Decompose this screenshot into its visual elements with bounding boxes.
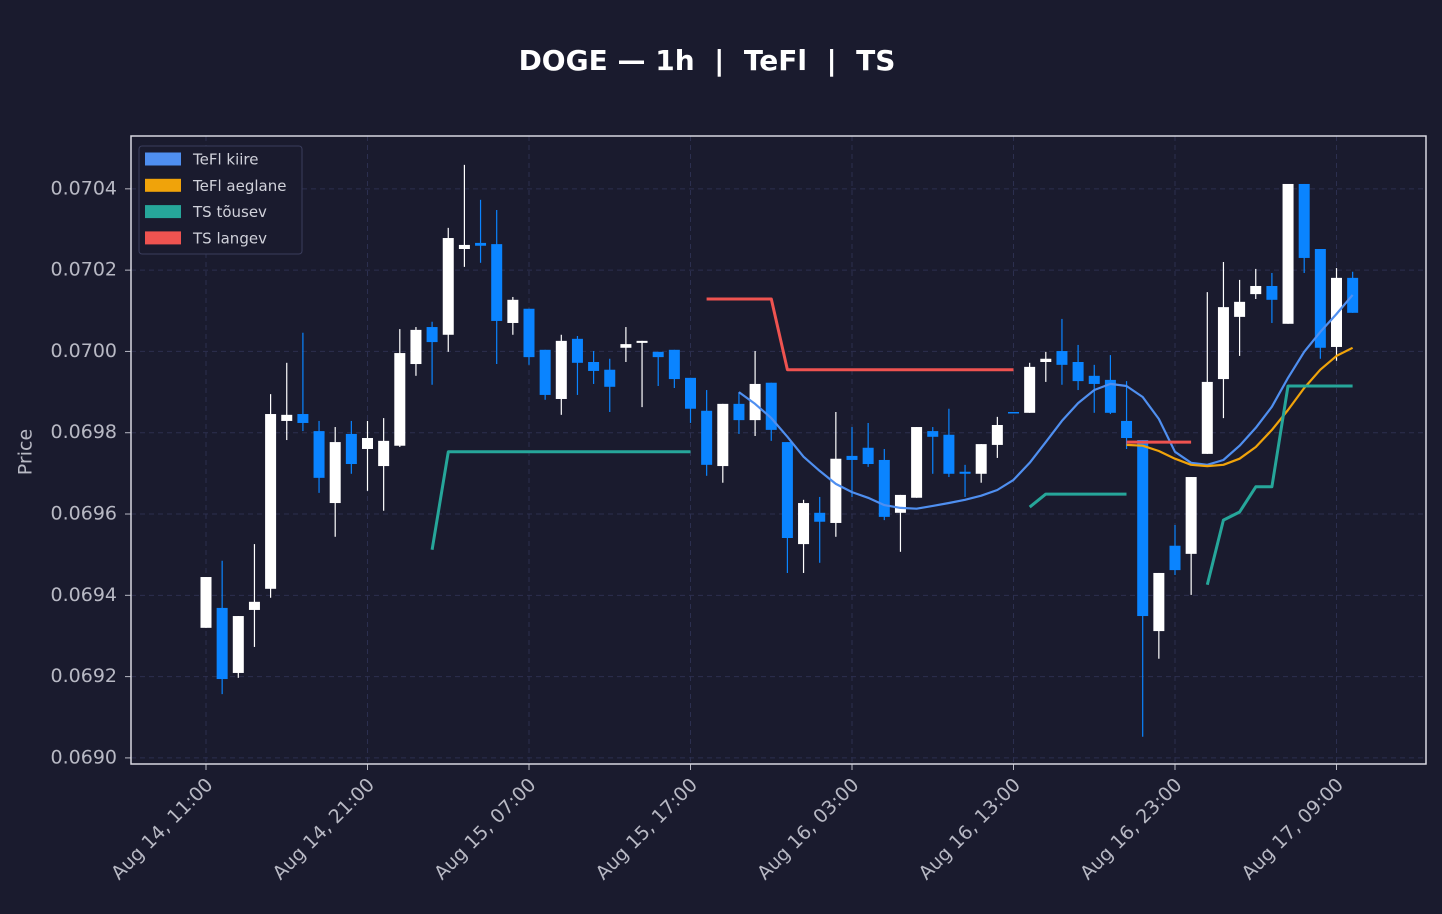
y-tick-label: 0.0700 (51, 340, 117, 362)
legend-label: TS langev (192, 229, 267, 247)
candle-body (265, 414, 277, 589)
candle-body (297, 414, 309, 423)
candle-body (507, 299, 519, 323)
candle-body (814, 512, 826, 522)
candle-body (701, 410, 713, 465)
legend-swatch (145, 152, 181, 166)
candle-body (1072, 361, 1084, 382)
candle-body (426, 327, 438, 343)
legend: TeFl kiire TeFl aeglane TS tõusev TS langev (138, 145, 303, 255)
candle-body (281, 414, 293, 421)
candle-body (394, 353, 406, 446)
candle-body (539, 349, 551, 395)
candle-body (1153, 572, 1165, 632)
candle-body (1121, 420, 1133, 439)
plot-marks (200, 164, 1359, 737)
candle-body (458, 244, 470, 249)
y-tick-label: 0.0704 (51, 177, 117, 199)
candle-body (362, 438, 373, 449)
candle-body (991, 425, 1003, 445)
candle-body (410, 329, 422, 365)
line-series (430, 384, 1353, 586)
candle-body (959, 471, 971, 474)
candle-body (588, 361, 600, 371)
y-tick-label: 0.0702 (51, 259, 117, 281)
candle-body (911, 427, 923, 498)
line-series (1126, 346, 1354, 468)
chart-title: DOGE — 1h | TeFl | TS (519, 44, 896, 77)
candle-body (652, 351, 664, 358)
line-series (738, 294, 1354, 510)
candle-body (571, 338, 583, 363)
candle-body (442, 238, 454, 335)
candle-body (798, 503, 810, 545)
candle-body (232, 616, 244, 673)
candle-body (1298, 183, 1310, 258)
candle-body (620, 344, 632, 348)
candle-body (329, 442, 341, 504)
candle-body (555, 340, 567, 399)
candle-body (1266, 285, 1278, 300)
candle-body (345, 433, 357, 465)
candle-body (781, 442, 793, 539)
candle-body (668, 349, 680, 380)
y-tick-label: 0.0690 (51, 746, 117, 768)
candle-body (765, 382, 777, 430)
candle-body (1024, 366, 1036, 413)
legend-swatch (145, 231, 181, 245)
candle-body (1234, 301, 1246, 317)
legend-swatch (145, 205, 181, 219)
candle-body (927, 431, 939, 437)
candle-body (313, 431, 325, 478)
candle-body (878, 459, 890, 517)
candle-body (733, 403, 745, 421)
legend-label: TeFl aeglane (192, 177, 286, 195)
line-series (706, 297, 1192, 444)
candle-body (1040, 358, 1052, 362)
candle-body (248, 601, 260, 610)
candle-body (1104, 379, 1116, 413)
candle-body (1088, 375, 1100, 384)
candle-body (1217, 307, 1229, 380)
candle-body (975, 444, 987, 474)
legend-box (138, 145, 303, 255)
candle-body (378, 440, 390, 467)
y-axis-label: Price (15, 429, 37, 475)
candle-body (830, 458, 842, 523)
candle-body (862, 447, 874, 465)
candle-body (846, 455, 858, 460)
candle-body (1185, 477, 1197, 554)
candle-body (604, 369, 616, 387)
candle-body (1250, 285, 1262, 295)
candle-body (475, 242, 487, 246)
candle-body (943, 434, 955, 474)
candle-body (1137, 440, 1149, 617)
candle-body (1008, 411, 1019, 414)
candle-body (200, 577, 212, 628)
y-tick-label: 0.0694 (51, 584, 117, 606)
candle-body (1056, 351, 1068, 365)
legend-label: TS tõusev (192, 203, 267, 221)
candle-body (1201, 381, 1213, 454)
candle-body (216, 607, 228, 680)
y-tick-label: 0.0696 (51, 503, 117, 525)
candle-body (1314, 248, 1326, 348)
candle-body (1169, 545, 1181, 571)
plot-frame (130, 135, 1427, 765)
candle-body (491, 244, 503, 321)
y-tick-label: 0.0698 (51, 421, 117, 443)
candle-body (894, 494, 906, 513)
legend-swatch (145, 178, 181, 192)
candle-body (636, 340, 648, 343)
legend-label: TeFl kiire (192, 151, 259, 169)
candle-body (685, 377, 696, 409)
y-tick-label: 0.0692 (51, 665, 117, 687)
candle-body (717, 403, 729, 467)
candle-body (749, 383, 761, 421)
candle-body (523, 308, 535, 358)
candle-body (1282, 183, 1294, 324)
